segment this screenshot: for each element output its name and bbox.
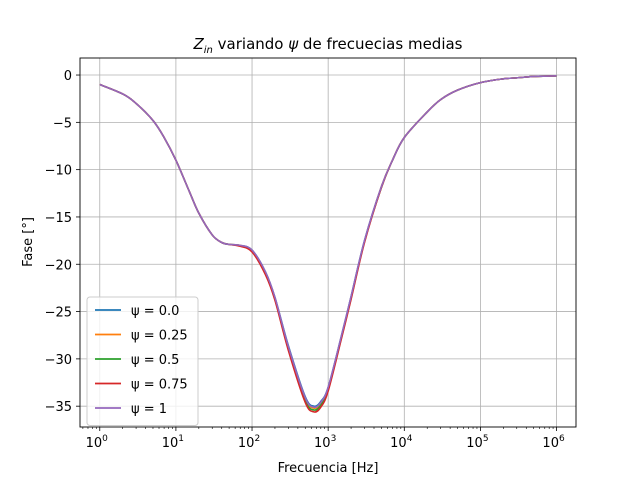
x-tick-label: 103 <box>314 434 336 451</box>
legend: ψ = 0.0 ψ = 0.25 ψ = 0.5 ψ = 0.75 ψ = 1 <box>86 296 199 426</box>
legend-label: ψ = 1 <box>131 402 167 417</box>
x-tick-label: 106 <box>542 434 565 451</box>
legend-box <box>86 296 199 426</box>
y-tick-label: 0 <box>64 69 72 84</box>
chart-title: Zin variando ψ de frecuecias medias <box>193 35 463 56</box>
x-tick-label: 100 <box>86 434 109 451</box>
legend-label: ψ = 0.0 <box>131 304 179 319</box>
x-axis-label: Frecuencia [Hz] <box>278 461 379 476</box>
legend-label: ψ = 0.5 <box>131 353 179 368</box>
grid <box>80 58 576 427</box>
y-tick-label: −20 <box>45 258 72 273</box>
x-tick-label: 104 <box>390 434 413 451</box>
x-tick-label: 102 <box>238 434 260 451</box>
y-tick-label: −15 <box>45 211 72 226</box>
axis-ticks: 100 101 102 103 104 105 106 0 −5 −10 −15 −20 −25 −30 −… <box>45 69 565 451</box>
y-axis-label: Fase [°] <box>21 217 36 267</box>
y-tick-label: −35 <box>45 400 72 415</box>
y-tick-label: −30 <box>45 353 72 368</box>
y-tick-label: −5 <box>53 116 72 131</box>
series-line <box>99 74 557 409</box>
y-tick-label: −25 <box>45 306 72 321</box>
series-lines <box>99 74 557 413</box>
legend-label: ψ = 0.25 <box>131 329 188 344</box>
legend-label: ψ = 0.75 <box>131 378 188 393</box>
x-tick-label: 105 <box>466 434 488 451</box>
y-tick-label: −10 <box>45 164 72 179</box>
x-tick-label: 101 <box>162 434 184 451</box>
